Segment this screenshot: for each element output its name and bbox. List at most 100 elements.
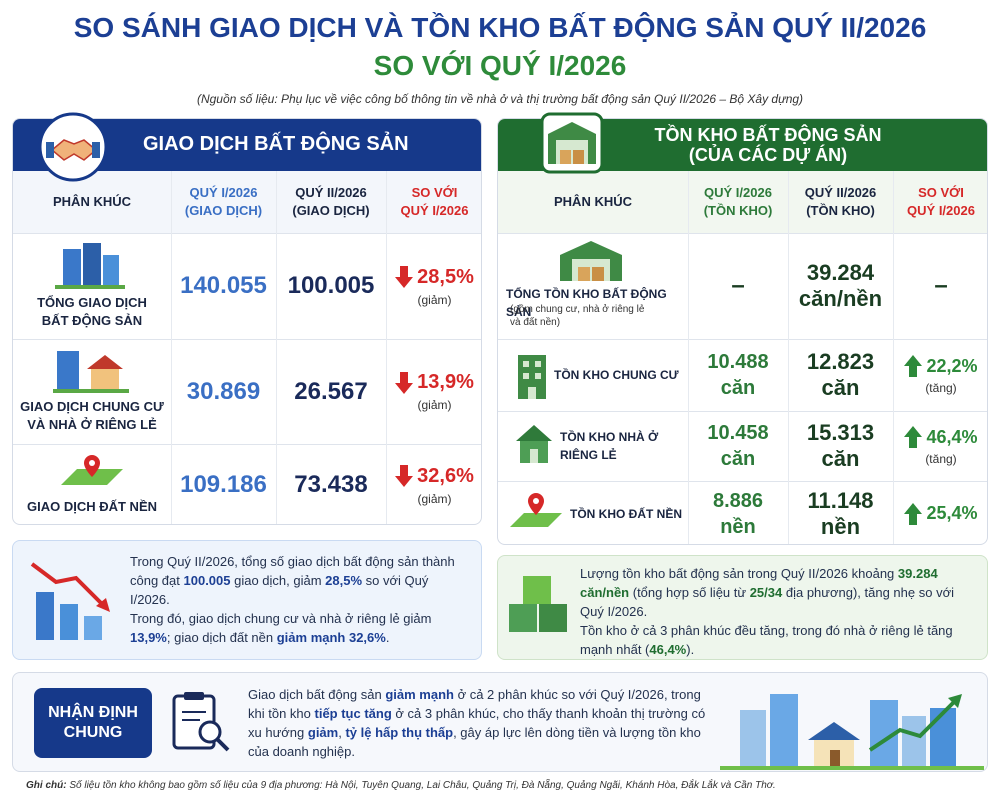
shape	[868, 698, 958, 752]
change-value: 46,4%	[926, 426, 978, 447]
shape	[509, 604, 537, 632]
row-separator	[13, 233, 481, 234]
handshake-icon	[38, 112, 108, 182]
shape	[89, 460, 95, 466]
q2-value: 11.148 nền	[807, 487, 874, 539]
shape	[55, 285, 125, 289]
col-separator	[788, 171, 789, 544]
shape	[36, 592, 54, 640]
shape	[198, 720, 222, 744]
col-separator	[386, 171, 387, 524]
houses-icon	[53, 351, 129, 393]
highlight: giảm mạnh 32,6%	[276, 630, 386, 645]
inventory-summary-box	[497, 555, 988, 660]
shape	[60, 604, 78, 640]
row-label: TỒN KHO NHÀ Ở RIÊNG LẺ	[560, 430, 659, 462]
inventory-panel: TỒN KHO BẤT ĐỘNG SẢN (CỦA CÁC DỰ ÁN) PHÂ…	[497, 118, 988, 545]
panel-title: GIAO DỊCH BẤT ĐỘNG SẢN	[143, 133, 409, 155]
summary-paragraph: Trong đó, giao dịch chung cư và nhà ở ri…	[130, 609, 470, 647]
shape	[535, 361, 541, 367]
warehouse-badge-icon	[540, 112, 604, 174]
q2-value: 100.005	[287, 272, 375, 299]
col-separator	[276, 171, 277, 524]
conclusion-badge: NHẬN ĐỊNH CHUNG	[34, 688, 152, 758]
footnote-label: Ghi chú:	[26, 780, 67, 791]
summary-paragraph: Tồn kho ở cả 3 phân khúc đều tăng, trong…	[580, 621, 980, 659]
shape	[53, 389, 129, 393]
change: 13,9%	[395, 371, 474, 394]
q1-value: 140.055	[180, 272, 267, 299]
shape	[592, 267, 604, 281]
up-arrow	[904, 502, 923, 525]
text: ở cả 2 phân khúc so với Quý I/2026, tron…	[248, 687, 701, 721]
change-cell: 32,6% (giảm)	[386, 444, 481, 524]
highlight: 46,4%	[649, 642, 687, 657]
change-note: (tăng)	[925, 381, 957, 395]
cityscape-icon	[720, 694, 984, 770]
shape	[578, 267, 590, 281]
text: địa phương), tăng nhẹ so với Quý I/2026.	[580, 585, 954, 619]
row-label: GIAO DỊCH CHUNG CƯ VÀ NHÀ Ở RIÊNG LẺ	[20, 399, 164, 432]
text: giao dịch, giảm	[230, 573, 326, 588]
column-header: SO VỚI QUÝ I/2026	[400, 185, 469, 218]
source: (Nguồn số liệu: Phụ lục về việc công bố …	[196, 92, 804, 106]
col-separator	[688, 171, 689, 544]
summary-paragraph: Lượng tồn kho bất động sản trong Quý II/…	[580, 564, 980, 621]
row-detail: (gồm chung cư, nhà ở riêng lẻ và đất nền…	[510, 304, 645, 328]
highlight: 28,5%	[325, 573, 363, 588]
q2-value: 39.284 căn/nền	[798, 260, 883, 311]
highlight: giảm mạnh	[385, 687, 454, 702]
change: 32,6%	[395, 465, 474, 488]
column-header: QUÝ I/2026 (TỒN KHO)	[703, 185, 773, 218]
column-header: PHÂN KHÚC	[554, 194, 632, 209]
q1-value: 10.488 căn	[707, 351, 769, 399]
shape	[395, 371, 414, 394]
highlight: tiếp tục tăng	[314, 706, 392, 721]
down-arrow	[395, 371, 414, 394]
text: Trong đó, giao dịch chung cư và nhà ở ri…	[130, 611, 432, 626]
text: Trong Quý II/2026, tổng số giao dịch bất…	[130, 554, 455, 588]
column-header: QUÝ II/2026 (TỒN KHO)	[804, 185, 877, 218]
text: ở cả 3 phân khúc, cho thấy thanh khoản t…	[248, 706, 706, 740]
shape	[395, 266, 414, 288]
row-label: TỒN KHO ĐẤT NỀN	[570, 506, 682, 521]
house-icon	[516, 425, 552, 463]
text: so với Quý I/2026.	[130, 573, 429, 607]
shape	[516, 425, 552, 441]
row-label: GIAO DỊCH ĐẤT NỀN	[27, 499, 157, 514]
shape	[808, 722, 860, 740]
shape	[57, 351, 79, 389]
q2-value: 73.438	[294, 471, 368, 498]
column-header: PHÂN KHÚC	[53, 194, 131, 209]
shape	[63, 249, 81, 287]
shape	[904, 355, 923, 377]
change-cell: 22,2% (tăng)	[893, 339, 987, 411]
change-value: 22,2%	[926, 355, 978, 376]
highlight: giảm	[307, 725, 339, 740]
row-label: TỒN KHO CHUNG CƯ	[554, 368, 679, 382]
shape	[46, 142, 54, 158]
row-separator	[498, 411, 987, 412]
up-arrow	[904, 426, 923, 448]
row-separator	[13, 339, 481, 340]
change-cell: 28,5% (giảm)	[386, 233, 481, 339]
change-note: (giảm)	[417, 491, 452, 506]
q1-value: 8.886 nền	[712, 489, 764, 538]
change: 22,2%	[904, 355, 978, 377]
shape	[535, 373, 541, 379]
change-cell: 46,4% (tăng)	[893, 411, 987, 481]
column-header-bg	[498, 171, 987, 233]
column-header-bg	[13, 171, 481, 233]
change: 25,4%	[904, 502, 978, 525]
change-value: 13,9%	[417, 371, 474, 393]
panel-title: TỒN KHO BẤT ĐỘNG SẢN (CỦA CÁC DỰ ÁN)	[654, 125, 882, 165]
shape	[530, 449, 538, 463]
change-cell: 25,4%	[893, 481, 987, 544]
shape	[740, 710, 766, 768]
change-note: (giảm)	[417, 292, 452, 307]
highlight: 39.284 căn/nền	[580, 566, 938, 600]
row-separator	[498, 481, 987, 482]
shape	[573, 150, 584, 164]
